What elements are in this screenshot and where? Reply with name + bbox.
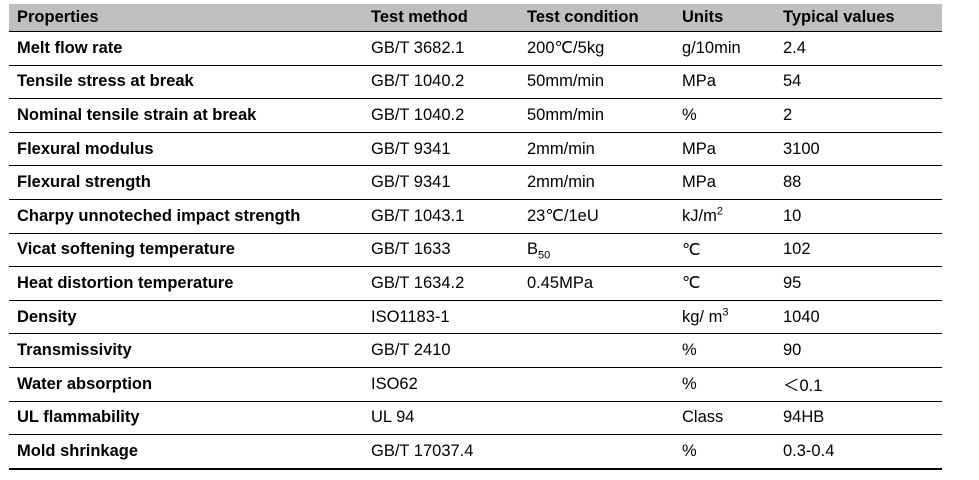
units-cell: Class	[674, 401, 775, 436]
value-cell: 10	[775, 199, 942, 234]
header-typical-values: Typical values	[775, 4, 942, 32]
property-cell: Mold shrinkage	[9, 434, 363, 470]
condition-cell	[519, 367, 674, 402]
units-cell: ℃	[674, 266, 775, 301]
header-test-method: Test method	[363, 4, 519, 32]
table-row: Flexural modulus GB/T 9341 2mm/min MPa 3…	[9, 132, 942, 167]
method-cell: GB/T 2410	[363, 333, 519, 368]
header-units: Units	[674, 4, 775, 32]
value-cell: 88	[775, 165, 942, 200]
table-row: Tensile stress at break GB/T 1040.2 50mm…	[9, 65, 942, 100]
table-row: Mold shrinkage GB/T 17037.4 % 0.3-0.4	[9, 434, 942, 470]
condition-cell	[519, 300, 674, 335]
condition-cell	[519, 333, 674, 368]
units-cell: kg/ m3	[674, 300, 775, 335]
property-cell: UL flammability	[9, 401, 363, 436]
units-cell: MPa	[674, 165, 775, 200]
property-cell: Flexural strength	[9, 165, 363, 200]
units-cell: %	[674, 333, 775, 368]
value-cell: 0.3-0.4	[775, 434, 942, 470]
method-cell: GB/T 1634.2	[363, 266, 519, 301]
header-properties: Properties	[9, 4, 363, 32]
condition-cell: 0.45MPa	[519, 266, 674, 301]
property-cell: Tensile stress at break	[9, 65, 363, 100]
condition-cell: B50	[519, 233, 674, 268]
value-cell: 2.4	[775, 31, 942, 66]
property-cell: Water absorption	[9, 367, 363, 402]
header-test-condition: Test condition	[519, 4, 674, 32]
units-cell: MPa	[674, 65, 775, 100]
method-cell: GB/T 1633	[363, 233, 519, 268]
value-cell: 2	[775, 98, 942, 133]
value-cell: 94HB	[775, 401, 942, 436]
units-cell: %	[674, 434, 775, 470]
condition-cell: 50mm/min	[519, 65, 674, 100]
property-cell: Vicat softening temperature	[9, 233, 363, 268]
method-cell: GB/T 1043.1	[363, 199, 519, 234]
value-cell: ＜0.1	[775, 367, 942, 402]
units-cell: kJ/m2	[674, 199, 775, 234]
method-cell: GB/T 9341	[363, 165, 519, 200]
table-row: Charpy unnoteched impact strength GB/T 1…	[9, 199, 942, 234]
value-cell: 54	[775, 65, 942, 100]
method-cell: ISO1183-1	[363, 300, 519, 335]
property-cell: Nominal tensile strain at break	[9, 98, 363, 133]
table-row: Transmissivity GB/T 2410 % 90	[9, 333, 942, 368]
table-row: UL flammability UL 94 Class 94HB	[9, 401, 942, 436]
properties-table: Properties Test method Test condition Un…	[9, 4, 942, 470]
method-cell: GB/T 3682.1	[363, 31, 519, 66]
method-cell: ISO62	[363, 367, 519, 402]
condition-subscript: 50	[538, 249, 551, 262]
table-row: Water absorption ISO62 % ＜0.1	[9, 367, 942, 402]
table-row: Vicat softening temperature GB/T 1633 B5…	[9, 233, 942, 268]
condition-cell	[519, 401, 674, 436]
condition-cell: 2mm/min	[519, 132, 674, 167]
property-cell: Transmissivity	[9, 333, 363, 368]
property-cell: Heat distortion temperature	[9, 266, 363, 301]
units-base: kg/ m	[682, 307, 723, 326]
condition-base: B	[527, 240, 539, 259]
units-cell: MPa	[674, 132, 775, 167]
property-cell: Melt flow rate	[9, 31, 363, 66]
condition-cell: 23℃/1eU	[519, 199, 674, 234]
units-superscript: 3	[722, 306, 729, 319]
property-cell: Density	[9, 300, 363, 335]
value-cell: 102	[775, 233, 942, 268]
condition-cell: 50mm/min	[519, 98, 674, 133]
table-row: Density ISO1183-1 kg/ m3 1040	[9, 300, 942, 335]
method-cell: GB/T 1040.2	[363, 65, 519, 100]
method-cell: GB/T 1040.2	[363, 98, 519, 133]
condition-cell	[519, 434, 674, 470]
table-row: Flexural strength GB/T 9341 2mm/min MPa …	[9, 165, 942, 200]
condition-cell: 2mm/min	[519, 165, 674, 200]
value-cell: 90	[775, 333, 942, 368]
units-cell: ℃	[674, 233, 775, 268]
property-cell: Charpy unnoteched impact strength	[9, 199, 363, 234]
units-cell: %	[674, 367, 775, 402]
method-cell: UL 94	[363, 401, 519, 436]
value-cell: 1040	[775, 300, 942, 335]
property-cell: Flexural modulus	[9, 132, 363, 167]
units-cell: g/10min	[674, 31, 775, 66]
units-base: kJ/m	[682, 206, 717, 225]
method-cell: GB/T 17037.4	[363, 434, 519, 470]
units-superscript: 2	[716, 205, 723, 218]
table-row: Nominal tensile strain at break GB/T 104…	[9, 98, 942, 133]
condition-cell: 200℃/5kg	[519, 31, 674, 66]
value-cell: 3100	[775, 132, 942, 167]
method-cell: GB/T 9341	[363, 132, 519, 167]
value-cell: 95	[775, 266, 942, 301]
units-cell: %	[674, 98, 775, 133]
table-row: Heat distortion temperature GB/T 1634.2 …	[9, 266, 942, 301]
header-row: Properties Test method Test condition Un…	[9, 4, 942, 32]
table-row: Melt flow rate GB/T 3682.1 200℃/5kg g/10…	[9, 31, 942, 66]
